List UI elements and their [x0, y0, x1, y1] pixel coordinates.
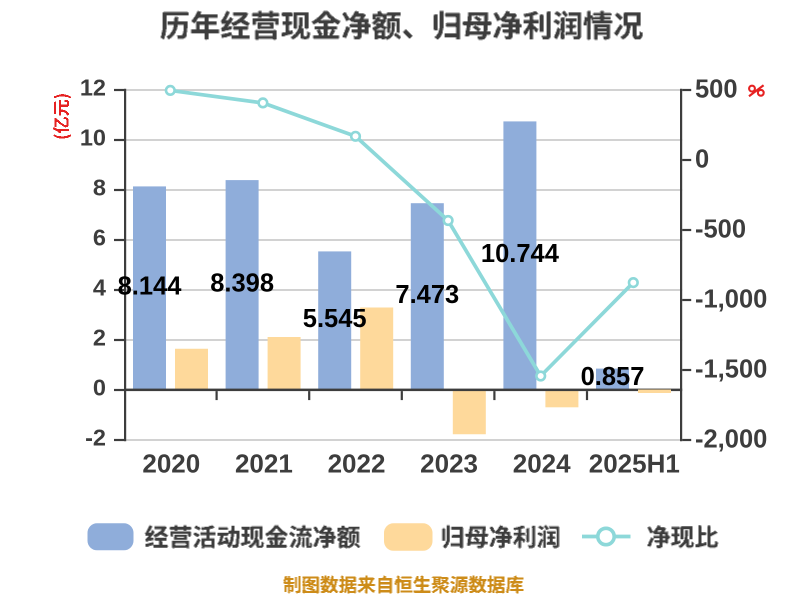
- svg-text:2020: 2020: [142, 449, 200, 479]
- svg-text:4: 4: [93, 274, 106, 300]
- svg-text:2023: 2023: [420, 449, 478, 479]
- svg-text:0: 0: [695, 145, 709, 173]
- svg-text:10.744: 10.744: [481, 240, 560, 268]
- svg-text:500: 500: [695, 75, 738, 103]
- svg-text:8: 8: [93, 174, 106, 200]
- svg-text:8.398: 8.398: [210, 269, 274, 297]
- svg-text:5.545: 5.545: [303, 305, 367, 333]
- svg-text:-500: -500: [695, 215, 746, 243]
- svg-text:0: 0: [93, 374, 106, 400]
- svg-text:8.144: 8.144: [118, 273, 183, 301]
- svg-text:-1,500: -1,500: [695, 355, 767, 383]
- svg-text:6: 6: [93, 224, 106, 250]
- svg-text:-1,000: -1,000: [695, 285, 767, 313]
- svg-text:12: 12: [80, 74, 106, 100]
- svg-text:2024: 2024: [513, 449, 571, 479]
- svg-text:2025H1: 2025H1: [589, 449, 680, 479]
- svg-text:-2,000: -2,000: [695, 425, 767, 453]
- svg-text:7.473: 7.473: [395, 281, 459, 309]
- svg-text:2021: 2021: [235, 449, 293, 479]
- svg-text:-2: -2: [85, 424, 106, 450]
- svg-text:2022: 2022: [328, 449, 386, 479]
- svg-text:2: 2: [93, 324, 106, 350]
- svg-text:0.857: 0.857: [581, 363, 645, 391]
- svg-text:10: 10: [80, 124, 106, 150]
